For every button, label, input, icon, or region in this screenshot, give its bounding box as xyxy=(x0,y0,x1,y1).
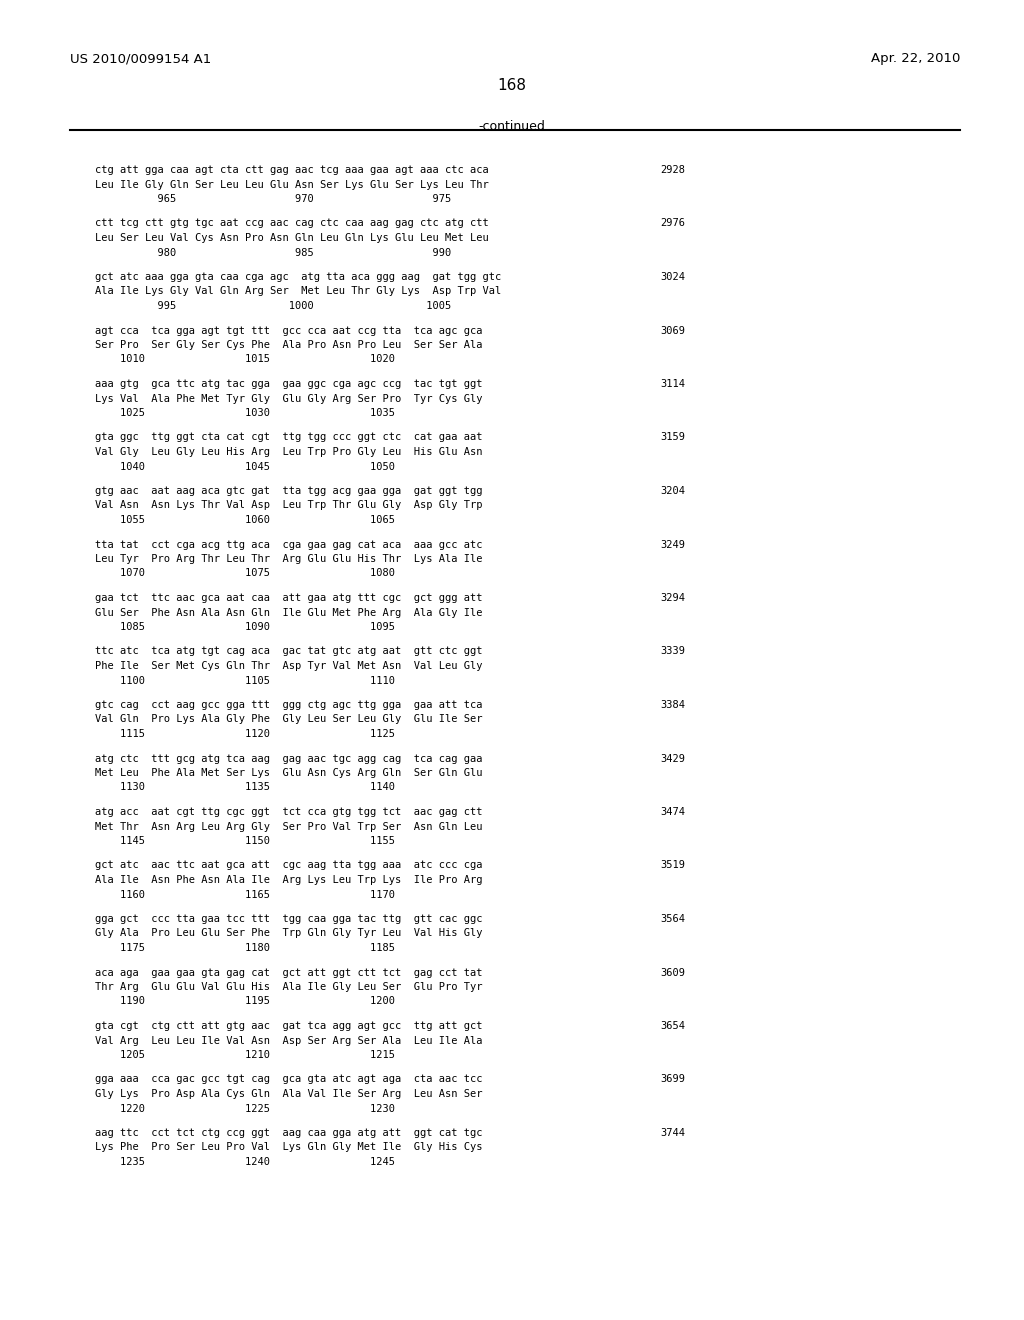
Text: Met Thr  Asn Arg Leu Arg Gly  Ser Pro Val Trp Ser  Asn Gln Leu: Met Thr Asn Arg Leu Arg Gly Ser Pro Val … xyxy=(95,821,482,832)
Text: Lys Phe  Pro Ser Leu Pro Val  Lys Gln Gly Met Ile  Gly His Cys: Lys Phe Pro Ser Leu Pro Val Lys Gln Gly … xyxy=(95,1143,482,1152)
Text: gta ggc  ttg ggt cta cat cgt  ttg tgg ccc ggt ctc  cat gaa aat: gta ggc ttg ggt cta cat cgt ttg tgg ccc … xyxy=(95,433,482,442)
Text: 3609: 3609 xyxy=(660,968,685,978)
Text: 1055                1060                1065: 1055 1060 1065 xyxy=(95,515,395,525)
Text: 1205                1210                1215: 1205 1210 1215 xyxy=(95,1049,395,1060)
Text: Val Gly  Leu Gly Leu His Arg  Leu Trp Pro Gly Leu  His Glu Asn: Val Gly Leu Gly Leu His Arg Leu Trp Pro … xyxy=(95,447,482,457)
Text: 3699: 3699 xyxy=(660,1074,685,1085)
Text: 3069: 3069 xyxy=(660,326,685,335)
Text: 3249: 3249 xyxy=(660,540,685,549)
Text: Lys Val  Ala Phe Met Tyr Gly  Glu Gly Arg Ser Pro  Tyr Cys Gly: Lys Val Ala Phe Met Tyr Gly Glu Gly Arg … xyxy=(95,393,482,404)
Text: Ser Pro  Ser Gly Ser Cys Phe  Ala Pro Asn Pro Leu  Ser Ser Ala: Ser Pro Ser Gly Ser Cys Phe Ala Pro Asn … xyxy=(95,341,482,350)
Text: 1235                1240                1245: 1235 1240 1245 xyxy=(95,1158,395,1167)
Text: 3519: 3519 xyxy=(660,861,685,870)
Text: 3654: 3654 xyxy=(660,1020,685,1031)
Text: Val Asn  Asn Lys Thr Val Asp  Leu Trp Thr Glu Gly  Asp Gly Trp: Val Asn Asn Lys Thr Val Asp Leu Trp Thr … xyxy=(95,500,482,511)
Text: Gly Lys  Pro Asp Ala Cys Gln  Ala Val Ile Ser Arg  Leu Asn Ser: Gly Lys Pro Asp Ala Cys Gln Ala Val Ile … xyxy=(95,1089,482,1100)
Text: 168: 168 xyxy=(498,78,526,92)
Text: ttc atc  tca atg tgt cag aca  gac tat gtc atg aat  gtt ctc ggt: ttc atc tca atg tgt cag aca gac tat gtc … xyxy=(95,647,482,656)
Text: 1160                1165                1170: 1160 1165 1170 xyxy=(95,890,395,899)
Text: 3024: 3024 xyxy=(660,272,685,282)
Text: 1190                1195                1200: 1190 1195 1200 xyxy=(95,997,395,1006)
Text: 1070                1075                1080: 1070 1075 1080 xyxy=(95,569,395,578)
Text: 1175                1180                1185: 1175 1180 1185 xyxy=(95,942,395,953)
Text: -continued: -continued xyxy=(478,120,546,133)
Text: 3564: 3564 xyxy=(660,913,685,924)
Text: Ala Ile  Asn Phe Asn Ala Ile  Arg Lys Leu Trp Lys  Ile Pro Arg: Ala Ile Asn Phe Asn Ala Ile Arg Lys Leu … xyxy=(95,875,482,884)
Text: 1085                1090                1095: 1085 1090 1095 xyxy=(95,622,395,632)
Text: Ala Ile Lys Gly Val Gln Arg Ser  Met Leu Thr Gly Lys  Asp Trp Val: Ala Ile Lys Gly Val Gln Arg Ser Met Leu … xyxy=(95,286,502,297)
Text: tta tat  cct cga acg ttg aca  cga gaa gag cat aca  aaa gcc atc: tta tat cct cga acg ttg aca cga gaa gag … xyxy=(95,540,482,549)
Text: Phe Ile  Ser Met Cys Gln Thr  Asp Tyr Val Met Asn  Val Leu Gly: Phe Ile Ser Met Cys Gln Thr Asp Tyr Val … xyxy=(95,661,482,671)
Text: 3474: 3474 xyxy=(660,807,685,817)
Text: 3429: 3429 xyxy=(660,754,685,763)
Text: gtg aac  aat aag aca gtc gat  tta tgg acg gaa gga  gat ggt tgg: gtg aac aat aag aca gtc gat tta tgg acg … xyxy=(95,486,482,496)
Text: 3159: 3159 xyxy=(660,433,685,442)
Text: 2928: 2928 xyxy=(660,165,685,176)
Text: Glu Ser  Phe Asn Ala Asn Gln  Ile Glu Met Phe Arg  Ala Gly Ile: Glu Ser Phe Asn Ala Asn Gln Ile Glu Met … xyxy=(95,607,482,618)
Text: Gly Ala  Pro Leu Glu Ser Phe  Trp Gln Gly Tyr Leu  Val His Gly: Gly Ala Pro Leu Glu Ser Phe Trp Gln Gly … xyxy=(95,928,482,939)
Text: Val Gln  Pro Lys Ala Gly Phe  Gly Leu Ser Leu Gly  Glu Ile Ser: Val Gln Pro Lys Ala Gly Phe Gly Leu Ser … xyxy=(95,714,482,725)
Text: 1025                1030                1035: 1025 1030 1035 xyxy=(95,408,395,418)
Text: agt cca  tca gga agt tgt ttt  gcc cca aat ccg tta  tca agc gca: agt cca tca gga agt tgt ttt gcc cca aat … xyxy=(95,326,482,335)
Text: 980                   985                   990: 980 985 990 xyxy=(95,248,452,257)
Text: 1145                1150                1155: 1145 1150 1155 xyxy=(95,836,395,846)
Text: 1220                1225                1230: 1220 1225 1230 xyxy=(95,1104,395,1114)
Text: 3339: 3339 xyxy=(660,647,685,656)
Text: 965                   970                   975: 965 970 975 xyxy=(95,194,452,205)
Text: Met Leu  Phe Ala Met Ser Lys  Glu Asn Cys Arg Gln  Ser Gln Glu: Met Leu Phe Ala Met Ser Lys Glu Asn Cys … xyxy=(95,768,482,777)
Text: 1100                1105                1110: 1100 1105 1110 xyxy=(95,676,395,685)
Text: 3744: 3744 xyxy=(660,1129,685,1138)
Text: aca aga  gaa gaa gta gag cat  gct att ggt ctt tct  gag cct tat: aca aga gaa gaa gta gag cat gct att ggt … xyxy=(95,968,482,978)
Text: 1130                1135                1140: 1130 1135 1140 xyxy=(95,783,395,792)
Text: Apr. 22, 2010: Apr. 22, 2010 xyxy=(870,51,961,65)
Text: 1010                1015                1020: 1010 1015 1020 xyxy=(95,355,395,364)
Text: gct atc aaa gga gta caa cga agc  atg tta aca ggg aag  gat tgg gtc: gct atc aaa gga gta caa cga agc atg tta … xyxy=(95,272,502,282)
Text: gga aaa  cca gac gcc tgt cag  gca gta atc agt aga  cta aac tcc: gga aaa cca gac gcc tgt cag gca gta atc … xyxy=(95,1074,482,1085)
Text: Thr Arg  Glu Glu Val Glu His  Ala Ile Gly Leu Ser  Glu Pro Tyr: Thr Arg Glu Glu Val Glu His Ala Ile Gly … xyxy=(95,982,482,993)
Text: 3114: 3114 xyxy=(660,379,685,389)
Text: 3384: 3384 xyxy=(660,700,685,710)
Text: aag ttc  cct tct ctg ccg ggt  aag caa gga atg att  ggt cat tgc: aag ttc cct tct ctg ccg ggt aag caa gga … xyxy=(95,1129,482,1138)
Text: ctg att gga caa agt cta ctt gag aac tcg aaa gaa agt aaa ctc aca: ctg att gga caa agt cta ctt gag aac tcg … xyxy=(95,165,488,176)
Text: aaa gtg  gca ttc atg tac gga  gaa ggc cga agc ccg  tac tgt ggt: aaa gtg gca ttc atg tac gga gaa ggc cga … xyxy=(95,379,482,389)
Text: gga gct  ccc tta gaa tcc ttt  tgg caa gga tac ttg  gtt cac ggc: gga gct ccc tta gaa tcc ttt tgg caa gga … xyxy=(95,913,482,924)
Text: gct atc  aac ttc aat gca att  cgc aag tta tgg aaa  atc ccc cga: gct atc aac ttc aat gca att cgc aag tta … xyxy=(95,861,482,870)
Text: gaa tct  ttc aac gca aat caa  att gaa atg ttt cgc  gct ggg att: gaa tct ttc aac gca aat caa att gaa atg … xyxy=(95,593,482,603)
Text: 2976: 2976 xyxy=(660,219,685,228)
Text: atg ctc  ttt gcg atg tca aag  gag aac tgc agg cag  tca cag gaa: atg ctc ttt gcg atg tca aag gag aac tgc … xyxy=(95,754,482,763)
Text: 1040                1045                1050: 1040 1045 1050 xyxy=(95,462,395,471)
Text: Leu Tyr  Pro Arg Thr Leu Thr  Arg Glu Glu His Thr  Lys Ala Ile: Leu Tyr Pro Arg Thr Leu Thr Arg Glu Glu … xyxy=(95,554,482,564)
Text: atg acc  aat cgt ttg cgc ggt  tct cca gtg tgg tct  aac gag ctt: atg acc aat cgt ttg cgc ggt tct cca gtg … xyxy=(95,807,482,817)
Text: gtc cag  cct aag gcc gga ttt  ggg ctg agc ttg gga  gaa att tca: gtc cag cct aag gcc gga ttt ggg ctg agc … xyxy=(95,700,482,710)
Text: 3204: 3204 xyxy=(660,486,685,496)
Text: 3294: 3294 xyxy=(660,593,685,603)
Text: Leu Ile Gly Gln Ser Leu Leu Glu Asn Ser Lys Glu Ser Lys Leu Thr: Leu Ile Gly Gln Ser Leu Leu Glu Asn Ser … xyxy=(95,180,488,190)
Text: 1115                1120                1125: 1115 1120 1125 xyxy=(95,729,395,739)
Text: ctt tcg ctt gtg tgc aat ccg aac cag ctc caa aag gag ctc atg ctt: ctt tcg ctt gtg tgc aat ccg aac cag ctc … xyxy=(95,219,488,228)
Text: Leu Ser Leu Val Cys Asn Pro Asn Gln Leu Gln Lys Glu Leu Met Leu: Leu Ser Leu Val Cys Asn Pro Asn Gln Leu … xyxy=(95,234,488,243)
Text: 995                  1000                  1005: 995 1000 1005 xyxy=(95,301,452,312)
Text: Val Arg  Leu Leu Ile Val Asn  Asp Ser Arg Ser Ala  Leu Ile Ala: Val Arg Leu Leu Ile Val Asn Asp Ser Arg … xyxy=(95,1035,482,1045)
Text: gta cgt  ctg ctt att gtg aac  gat tca agg agt gcc  ttg att gct: gta cgt ctg ctt att gtg aac gat tca agg … xyxy=(95,1020,482,1031)
Text: US 2010/0099154 A1: US 2010/0099154 A1 xyxy=(70,51,211,65)
